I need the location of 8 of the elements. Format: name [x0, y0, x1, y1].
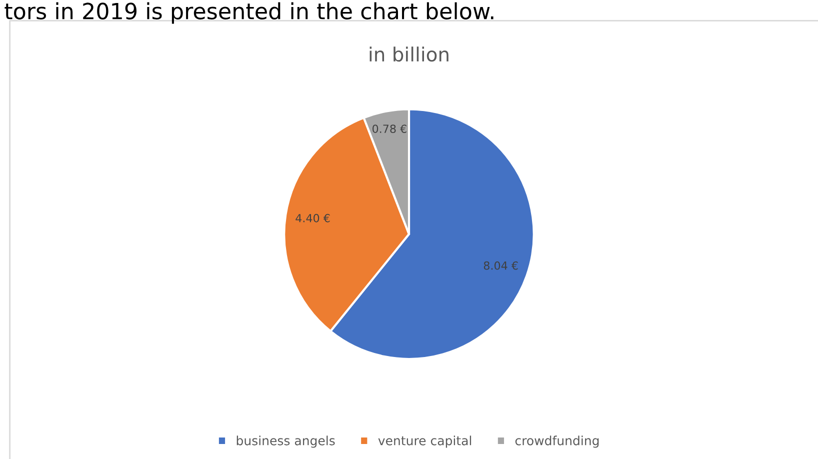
data-label: 0.78 €	[372, 124, 406, 134]
data-label: 8.04 €	[484, 261, 518, 270]
text: tors in 2019 is presented in the chart below.	[4, 2, 494, 24]
legend-label: crowdfunding	[515, 436, 599, 448]
data-label: 4.40 €	[296, 214, 330, 222]
legend-label: venture capital	[378, 436, 472, 448]
chart-title: in billion	[370, 46, 448, 62]
legend-label: business angels	[236, 436, 335, 448]
